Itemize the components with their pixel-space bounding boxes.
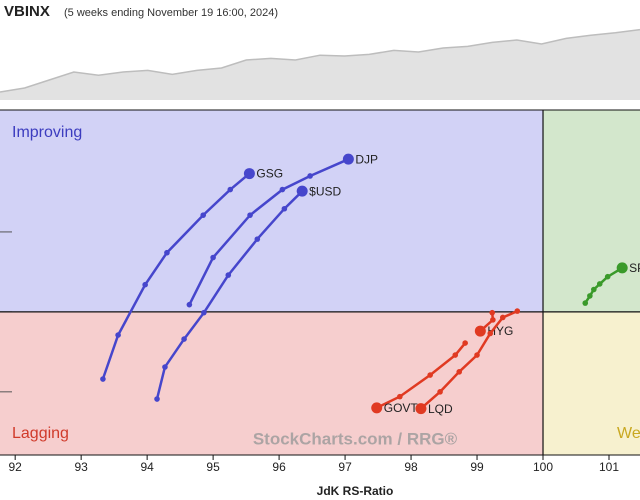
benchmark-name: VBINX: [4, 3, 50, 20]
tail-point: [437, 389, 443, 395]
tail-point: [456, 369, 463, 375]
x-tick-label: 93: [74, 460, 88, 474]
tail-point: [499, 314, 506, 321]
tail-point: [582, 300, 589, 306]
quadrant-lagging: [0, 311, 544, 455]
tail-point: [154, 396, 160, 402]
tail-point: [181, 336, 187, 342]
series-label: GSG: [256, 167, 283, 181]
x-tick-label: 95: [206, 460, 220, 474]
tail-point: [162, 364, 168, 370]
tail-point: [487, 330, 494, 337]
quadrant-label: Improving: [12, 124, 82, 141]
head-point: [415, 403, 427, 415]
tail-point: [596, 281, 603, 287]
x-tick-label: 100: [533, 460, 553, 474]
series-label: SPY: [629, 261, 640, 275]
tail-point: [164, 249, 170, 256]
x-tick-label: 99: [470, 460, 484, 474]
head-point: [371, 402, 383, 414]
tail-point: [281, 205, 288, 212]
x-tick-label: 94: [140, 460, 154, 474]
head-point: [342, 153, 354, 165]
tail-point: [452, 352, 459, 358]
tail-point: [200, 212, 207, 218]
series-label: DJP: [355, 152, 378, 166]
series-label: $USD: [309, 184, 341, 198]
tail-point: [604, 273, 611, 280]
tail-point: [514, 308, 521, 314]
x-tick-label: 96: [272, 460, 286, 474]
head-point: [243, 168, 255, 180]
x-tick-label: 97: [338, 460, 352, 474]
tail-point: [462, 340, 468, 346]
tail-point: [201, 309, 207, 316]
quadrant-label: Weakening: [617, 425, 640, 442]
head-point: [616, 262, 628, 274]
tail-point: [142, 281, 148, 288]
quadrant-weakening: [543, 311, 640, 455]
x-tick-label: 98: [404, 460, 418, 474]
tail-point: [427, 372, 433, 378]
tail-point: [307, 173, 313, 179]
quadrant-label: Lagging: [12, 425, 69, 442]
tail-point: [247, 212, 253, 218]
tail-point: [186, 301, 193, 308]
head-point: [296, 185, 308, 197]
head-point: [474, 325, 486, 337]
benchmark-subtitle: (5 weeks ending November 19 16:00, 2024): [64, 7, 278, 19]
tail-point: [100, 376, 106, 382]
tail-line: [155, 190, 304, 400]
watermark: StockCharts.com / RRG®: [253, 429, 458, 448]
tail-line: [188, 158, 349, 306]
benchmark-area: [0, 29, 640, 101]
tail-point: [474, 352, 480, 358]
tail-point: [587, 293, 593, 299]
x-tick-label: 101: [599, 460, 619, 474]
tail-point: [591, 286, 597, 293]
tail-point: [279, 186, 286, 193]
tail-point: [227, 186, 234, 193]
tail-point: [210, 254, 216, 261]
x-axis-label: JdK RS-Ratio: [317, 484, 394, 498]
benchmark-line: [0, 28, 640, 93]
quadrant-leading: [543, 110, 640, 312]
tail-point: [397, 393, 403, 400]
series-label: GOVT: [384, 401, 419, 415]
tail-point: [489, 309, 496, 316]
tail-point: [225, 272, 232, 278]
quadrant-improving: [0, 110, 544, 312]
series-label: LQD: [428, 402, 453, 416]
tail-point: [115, 332, 121, 338]
tail-point: [490, 317, 496, 323]
tail-point: [254, 236, 261, 242]
x-tick-label: 92: [8, 460, 22, 474]
